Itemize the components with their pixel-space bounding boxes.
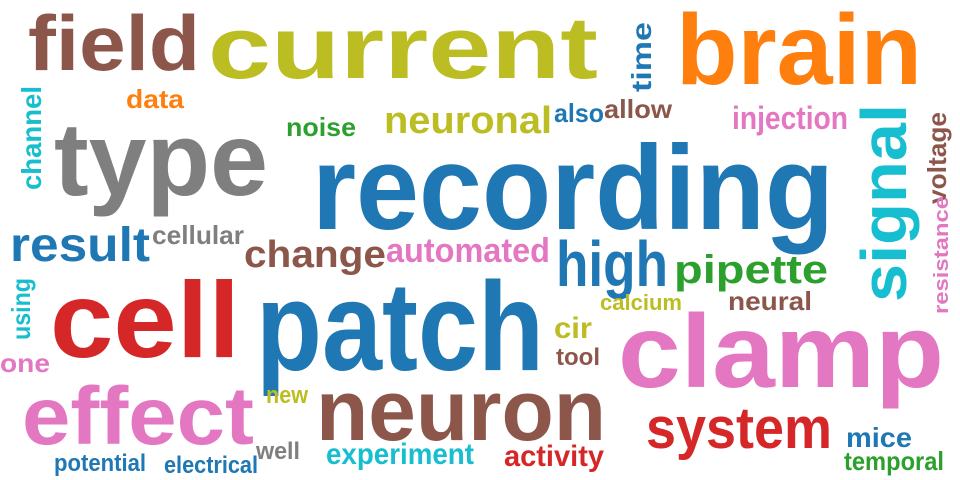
word-tool: tool [556, 344, 600, 371]
word-recording: recording [312, 121, 834, 255]
word-experiment: experiment [326, 438, 474, 471]
word-system: system [646, 396, 832, 461]
word-calcium: calcium [600, 290, 682, 315]
word-neural: neural [728, 286, 812, 316]
word-resistance: resistance [931, 196, 953, 314]
word-mice: mice [846, 422, 912, 453]
word-electrical: electrical [164, 452, 258, 479]
word-temporal: temporal [844, 446, 944, 476]
word-brain: brain [676, 0, 922, 106]
word-result: result [10, 219, 150, 272]
word-effect: effect [22, 371, 254, 462]
word-noise: noise [286, 112, 356, 142]
word-channel: channel [16, 86, 47, 190]
word-data: data [126, 84, 184, 114]
word-voltage: voltage [922, 112, 952, 204]
word-change: change [244, 234, 386, 276]
word-cell: cell [50, 259, 240, 380]
word-potential: potential [54, 450, 146, 477]
word-using: using [6, 278, 36, 340]
word-neuron: neuron [316, 363, 606, 459]
word-signal: signal [848, 104, 920, 302]
word-pipette: pipette [674, 248, 828, 292]
word-neuronal: neuronal [384, 100, 552, 142]
word-injection: injection [732, 100, 848, 136]
word-one: one [0, 348, 50, 378]
word-cir: cir [554, 312, 592, 345]
word-current: current [208, 0, 598, 97]
word-type: type [54, 102, 268, 218]
word-also: also [554, 98, 604, 128]
word-clamp: clamp [618, 294, 944, 410]
word-new: new [266, 382, 308, 409]
word-cellular: cellular [152, 220, 244, 250]
word-well: well [256, 438, 300, 465]
word-high: high [556, 228, 668, 300]
word-patch: patch [256, 256, 544, 397]
word-automated: automated [386, 232, 550, 270]
word-time: time [626, 22, 657, 92]
word-activity: activity [504, 440, 604, 473]
word-allow: allow [604, 94, 672, 124]
word-field: field [28, 0, 200, 87]
